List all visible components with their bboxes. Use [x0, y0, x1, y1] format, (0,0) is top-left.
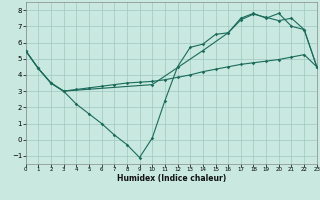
- X-axis label: Humidex (Indice chaleur): Humidex (Indice chaleur): [116, 174, 226, 183]
